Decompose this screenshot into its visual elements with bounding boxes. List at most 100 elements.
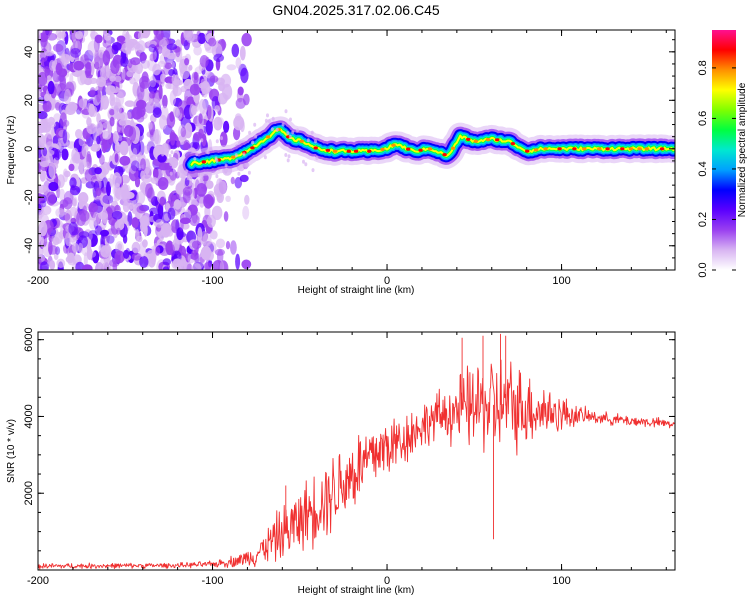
spectrogram-noise-blob <box>75 129 83 139</box>
spectrogram-noise-blob <box>46 191 57 206</box>
spectrogram-halo-dot <box>253 122 257 127</box>
spectrogram-noise-blob <box>230 240 237 255</box>
spectrogram-noise-blob <box>116 35 126 43</box>
spectrogram-noise-blob <box>38 203 42 214</box>
spectrogram-noise-blob <box>39 169 46 182</box>
spectrogram-peak <box>659 147 665 151</box>
spectrogram-noise-blob <box>231 43 240 58</box>
spectrogram-noise-blob <box>140 158 146 172</box>
spectrogram-noise-blob <box>223 120 230 133</box>
spectrogram-noise-blob <box>104 33 112 41</box>
spectrogram-noise-blob <box>59 74 66 91</box>
spectrogram-noise-blob <box>209 230 218 240</box>
spectrogram-noise-blob <box>65 54 70 64</box>
spectrogram-noise-blob <box>63 170 71 178</box>
spectrogram-noise-blob <box>55 207 65 218</box>
x-tick-label: 100 <box>552 275 570 287</box>
spectrogram-noise-blob <box>121 189 131 203</box>
spectrogram-noise-blob <box>39 161 50 168</box>
spectrogram-halo-dot <box>310 130 314 135</box>
spectrogram-noise-blob <box>135 99 147 110</box>
spectrogram-noise-blob <box>114 75 122 83</box>
spectrogram-noise-blob <box>131 241 141 254</box>
spectrogram-noise-blob <box>166 43 178 51</box>
spectrogram-noise-blob <box>136 191 146 205</box>
spectrogram-noise-blob <box>147 139 158 150</box>
spectrogram-noise-blob <box>106 181 111 196</box>
spectrogram-noise-blob <box>182 186 193 196</box>
spectrogram-noise-blob <box>172 194 177 202</box>
spectrogram-noise-blob <box>73 60 85 71</box>
spectrogram-noise-blob <box>56 258 66 268</box>
spectrogram-noise-blob <box>180 126 187 138</box>
spectrogram-noise-blob <box>198 113 203 124</box>
spectrogram-halo-dot <box>264 118 268 123</box>
spectrogram-halo-dot <box>170 150 174 155</box>
spectrogram-noise-blob <box>134 88 142 99</box>
spectrogram-peak <box>353 149 359 153</box>
spectrogram-noise-blob <box>100 95 110 110</box>
spectrogram-noise-blob <box>114 250 125 264</box>
spectrogram-halo-dot <box>237 171 241 176</box>
spectrogram-halo-dot <box>306 138 310 143</box>
spectrogram-noise-blob <box>192 263 202 270</box>
spectrogram-halo-dot <box>311 168 315 173</box>
spectrogram-halo-dot <box>172 157 176 162</box>
spectrogram-noise-blob <box>88 251 97 258</box>
colorbar-tick-label: 0.0 <box>697 262 709 277</box>
spectrogram-halo-dot <box>185 169 189 174</box>
spectrogram-noise-blob <box>200 231 208 246</box>
spectrogram-noise-blob <box>39 200 47 208</box>
spectrogram-noise-blob <box>38 133 46 149</box>
colorbar-label: Normalized spectral amplitude <box>737 82 748 217</box>
spectrogram-noise-blob <box>167 207 176 220</box>
spectrogram-noise-blob <box>198 128 204 140</box>
spectrogram-peak <box>572 147 577 151</box>
spectrogram-noise-blob <box>38 111 48 120</box>
spectrogram-noise-blob <box>140 220 148 233</box>
spectrogram-peak <box>543 147 548 151</box>
spectrogram-noise-blob <box>62 213 71 221</box>
spectrogram-noise-blob <box>61 148 69 161</box>
spectrogram-image <box>38 30 675 270</box>
spectrogram-peak <box>406 147 411 151</box>
spectrogram-noise-blob <box>97 212 108 220</box>
spectrogram-noise-blob <box>147 122 153 130</box>
spectrogram-noise-blob <box>78 231 90 238</box>
spectrogram-noise-blob <box>159 196 166 206</box>
spectrogram-noise-blob <box>123 249 130 259</box>
spectrogram-noise-blob <box>100 193 109 207</box>
spectrogram-noise-blob <box>95 187 102 197</box>
spectrogram-noise-blob <box>158 162 169 171</box>
spectrogram-noise-blob <box>113 101 119 117</box>
spectrogram-noise-blob <box>49 260 56 270</box>
spectrogram-noise-blob <box>52 236 60 246</box>
spectrogram-noise-blob <box>48 162 56 179</box>
spectrogram-halo-dot <box>275 127 279 132</box>
spectrogram-noise-blob <box>183 209 192 221</box>
spectrogram-halo-dot <box>271 116 275 121</box>
spectrogram-noise-blob <box>162 258 171 266</box>
spectrogram-noise-blob <box>99 258 109 269</box>
spectrogram-noise-blob <box>39 261 49 270</box>
spectrogram-noise-blob <box>132 81 140 97</box>
spectrogram-noise-blob <box>173 107 181 118</box>
spectrogram-noise-blob <box>106 85 116 94</box>
spectrogram-noise-blob <box>104 242 111 254</box>
spectrogram-noise-blob <box>186 31 195 44</box>
spectrogram-noise-blob <box>240 119 245 133</box>
spectrogram-noise-blob <box>81 143 89 158</box>
spectrogram-noise-blob <box>72 198 77 207</box>
spectrogram-noise-blob <box>162 94 168 109</box>
spectrogram-noise-blob <box>137 31 143 40</box>
spectrogram-peak <box>450 146 456 150</box>
spectrogram-noise-blob <box>101 138 108 153</box>
spectrogram-noise-blob <box>38 208 45 218</box>
spectrogram-noise-blob <box>116 227 121 235</box>
spectrogram-noise-blob <box>135 229 140 242</box>
spectrogram-noise-blob <box>127 58 133 69</box>
spectrogram-noise-blob <box>152 107 162 118</box>
spectrogram-noise-blob <box>69 185 81 196</box>
spectrogram-noise-blob <box>136 40 146 53</box>
